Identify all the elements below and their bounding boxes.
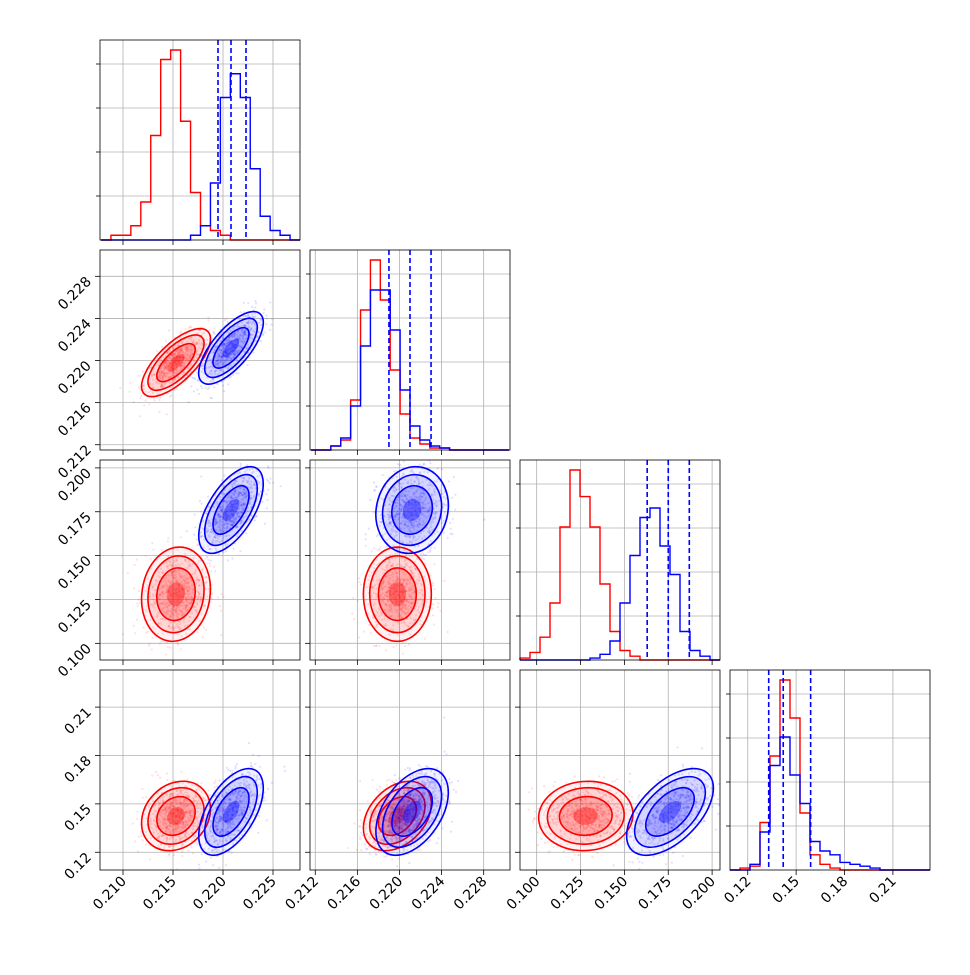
histogram-series-red: [101, 50, 300, 240]
panel-2-2: [516, 460, 720, 665]
x-tick-label: 0.21: [866, 874, 899, 907]
y-tick-label: 0.125: [55, 597, 95, 637]
y-tick-label: 0.100: [55, 641, 95, 681]
y-tick-label: 0.175: [55, 509, 95, 549]
x-tick-label: 0.12: [721, 874, 754, 907]
histogram-series-blue: [730, 737, 930, 870]
y-tick-label: 0.12: [61, 850, 94, 883]
panel-content: [128, 742, 286, 871]
y-tick-label: 0.15: [61, 801, 94, 834]
x-tick-label: 0.18: [818, 874, 851, 907]
y-tick-label: 0.18: [61, 753, 94, 786]
x-tick-label: 0.150: [592, 874, 632, 914]
x-tick-label: 0.224: [409, 873, 449, 913]
y-tick-label: 0.150: [55, 553, 95, 593]
x-tick-label: 0.100: [504, 874, 544, 914]
x-tick-label: 0.210: [90, 874, 130, 914]
y-tick-label: 0.224: [55, 316, 95, 356]
panel-content: [121, 446, 282, 656]
panel-content: [119, 300, 274, 417]
y-tick-label: 0.21: [61, 705, 94, 738]
y-tick-label: 0.220: [55, 358, 95, 398]
y-tick-label: 0.216: [55, 400, 95, 440]
x-tick-label: 0.228: [451, 874, 491, 914]
panel-2-1: [305, 454, 510, 666]
panel-content: [347, 716, 463, 874]
panel-1-1: [306, 250, 510, 455]
contour-red: [389, 582, 406, 606]
x-tick-label: 0.216: [325, 873, 365, 913]
x-tick-label: 0.220: [190, 874, 230, 914]
x-tick-label: 0.220: [367, 874, 407, 914]
panel-0-0: [96, 40, 300, 245]
x-tick-label: 0.212: [282, 874, 322, 914]
panel-3-3: 0.12 0.15 0.18 0.21: [721, 670, 930, 907]
y-tick-label: 0.228: [55, 274, 95, 314]
x-tick-label: 0.215: [140, 874, 180, 914]
x-tick-label: 0.125: [548, 874, 588, 914]
x-tick-label: 0.225: [240, 874, 280, 914]
panel-content: [351, 454, 485, 664]
x-tick-label: 0.15: [770, 874, 803, 907]
x-tick-label: 0.200: [679, 874, 719, 914]
x-tick-label: 0.175: [635, 874, 675, 914]
